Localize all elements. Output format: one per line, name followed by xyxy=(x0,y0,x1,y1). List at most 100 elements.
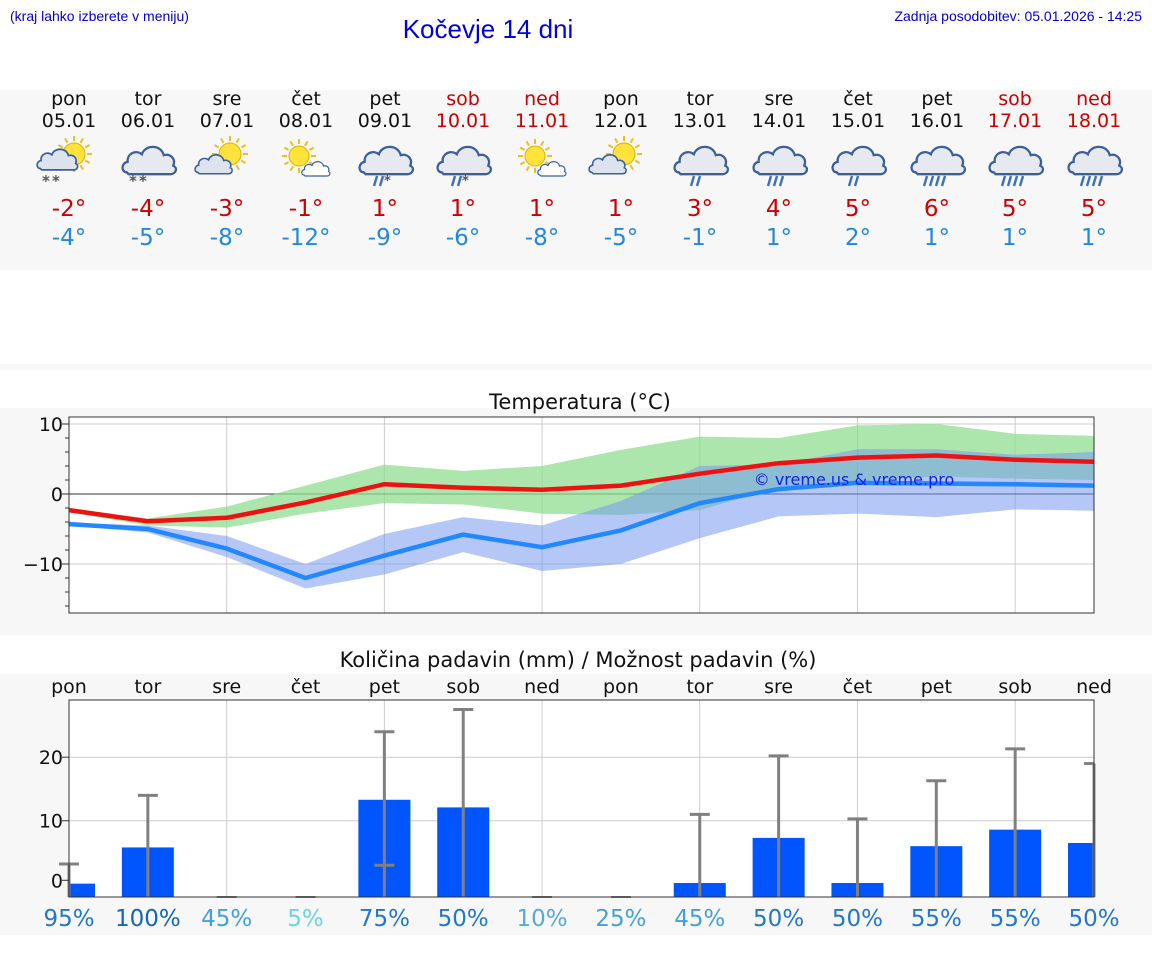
day-date: 18.01 xyxy=(1066,110,1122,132)
cloud-shape xyxy=(194,154,233,175)
precipitation-probability: 50% xyxy=(1068,906,1119,932)
temp-min: -9° xyxy=(367,225,403,251)
y-tick-label: 0 xyxy=(51,484,63,506)
day-forecast: pet 09.01 * 1° -9° xyxy=(346,88,425,252)
rain-marks xyxy=(1079,175,1104,187)
sun-cloud-snow-icon: * * xyxy=(36,136,92,190)
y-tick-label: 10 xyxy=(39,811,63,833)
temp-min: -12° xyxy=(281,225,331,251)
precipitation-probability: 95% xyxy=(43,906,94,932)
precipitation-probability: 10% xyxy=(517,906,568,932)
sun-small-cloud-icon xyxy=(282,139,331,177)
day-name: pon xyxy=(51,88,87,110)
temperature-chart: Temperatura (°C) © vreme.us & vreme.pro 10… xyxy=(23,390,1095,614)
x-category-label: tor xyxy=(134,676,161,698)
precipitation-chart: Količina padavin (mm) / Možnost padavin … xyxy=(39,648,1120,932)
temp-max: 6° xyxy=(923,196,951,222)
day-forecast: tor 13.01 3° -1° xyxy=(661,88,740,252)
day-forecast: čet 15.01 5° 2° xyxy=(819,88,898,252)
day-forecast: čet 08.01 -1° -12° xyxy=(267,88,346,252)
error-bar xyxy=(137,793,158,897)
precipitation-title: Količina padavin (mm) / Možnost padavin … xyxy=(340,648,817,672)
plot-frame xyxy=(68,699,1095,898)
day-date: 09.01 xyxy=(357,110,413,132)
rain-marks xyxy=(1000,175,1025,187)
day-name: sob xyxy=(998,88,1032,110)
sun-small-cloud-icon xyxy=(518,139,567,177)
cloud-shape xyxy=(537,161,567,177)
day-name: sob xyxy=(446,88,480,110)
precipitation-probability: 55% xyxy=(911,906,962,932)
day-forecast: pet 16.01 6° 1° xyxy=(898,88,977,252)
precipitation-probability: 100% xyxy=(115,906,181,932)
cloud-shape xyxy=(1067,145,1124,176)
temp-max: 1° xyxy=(371,196,399,222)
svg-text:*: * xyxy=(42,172,50,190)
day-date: 14.01 xyxy=(751,110,807,132)
temp-min: 1° xyxy=(1001,225,1029,251)
rain-marks xyxy=(689,175,702,187)
precipitation-probability: 50% xyxy=(438,906,489,932)
x-category-label: sob xyxy=(998,676,1032,698)
temp-min: 1° xyxy=(923,225,951,251)
rain-marks xyxy=(847,175,860,187)
temp-max: -1° xyxy=(288,196,324,222)
day-date: 05.01 xyxy=(41,110,97,132)
y-tick-label: 0 xyxy=(51,870,63,892)
cloud-shape xyxy=(301,161,331,177)
precipitation-probability: 45% xyxy=(674,906,725,932)
temp-min: -6° xyxy=(445,225,481,251)
temp-max: 1° xyxy=(607,196,635,222)
page-title: Kočevje 14 dni xyxy=(402,14,574,44)
error-bar xyxy=(768,754,789,897)
max-temp-line xyxy=(68,453,1095,524)
day-name: tor xyxy=(134,88,162,110)
svg-text:*: * xyxy=(384,174,391,189)
rain-marks: * xyxy=(372,174,391,189)
y-tick-label: −10 xyxy=(23,554,63,576)
day-forecast: sob 10.01 * 1° -6° xyxy=(424,88,503,252)
x-category-label: sre xyxy=(212,676,241,698)
temp-min: -5° xyxy=(130,225,166,251)
x-category-label: čet xyxy=(291,676,321,698)
max-range-band xyxy=(69,424,1094,528)
temp-min: 1° xyxy=(1080,225,1108,251)
day-name: čet xyxy=(291,88,321,110)
day-date: 07.01 xyxy=(199,110,255,132)
precipitation-probability: 5% xyxy=(287,906,324,932)
temp-max: -2° xyxy=(51,196,87,222)
y-tick-label: 10 xyxy=(39,414,63,436)
temp-max: 1° xyxy=(528,196,556,222)
day-date: 06.01 xyxy=(120,110,176,132)
day-forecast: sob 17.01 5° 1° xyxy=(976,88,1055,252)
forecast-strip xyxy=(0,90,1152,270)
cloud-sleet-icon: * xyxy=(358,145,415,189)
day-name: pon xyxy=(603,88,639,110)
precipitation-bar xyxy=(69,883,95,897)
day-date: 15.01 xyxy=(830,110,886,132)
day-name: ned xyxy=(524,88,560,110)
day-date: 13.01 xyxy=(672,110,728,132)
day-forecast: sre 07.01 -3° -8° xyxy=(188,88,267,252)
svg-text:*: * xyxy=(129,172,137,190)
x-category-label: sob xyxy=(446,676,480,698)
day-name: pet xyxy=(921,88,953,110)
sun-disc xyxy=(288,145,310,167)
location-hint: (kraj lahko izberete v meniju) xyxy=(10,8,189,24)
precipitation-probability: 25% xyxy=(595,906,646,932)
day-name: ned xyxy=(1076,88,1112,110)
svg-text:*: * xyxy=(139,172,147,190)
cloud-heavy-rain-icon xyxy=(910,145,967,187)
cloud-light-rain-icon xyxy=(673,145,730,187)
day-name: sre xyxy=(212,88,242,110)
error-bar xyxy=(374,730,395,897)
cloud-shape xyxy=(673,145,730,176)
svg-text:*: * xyxy=(462,174,469,189)
error-bar xyxy=(1005,747,1026,897)
error-bar xyxy=(926,779,947,897)
cloud-shape xyxy=(831,145,888,176)
precipitation-probability: 50% xyxy=(753,906,804,932)
temp-max: -3° xyxy=(209,196,245,222)
temp-min: 2° xyxy=(844,225,872,251)
x-category-label: pon xyxy=(603,676,639,698)
